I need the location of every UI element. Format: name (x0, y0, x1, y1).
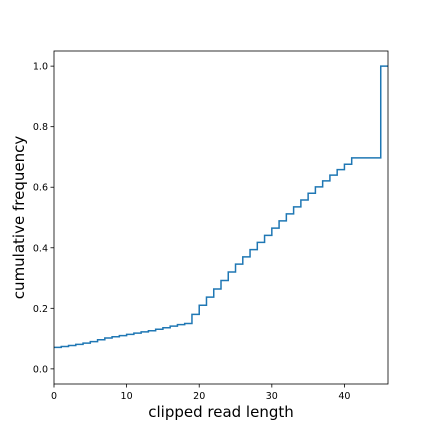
y-tick-label: 0.0 (33, 364, 48, 375)
y-tick-label: 0.6 (33, 183, 48, 194)
y-axis-label: cumulative frequency (10, 136, 28, 300)
cumulative-step-line (54, 65, 388, 349)
x-tick-label: 30 (266, 391, 278, 402)
y-tick-label: 1.0 (33, 62, 48, 73)
plot-background (54, 51, 388, 384)
y-axis-ticks: 0.0 0.2 0.4 0.6 0.8 1.0 (33, 62, 54, 375)
y-tick-label: 0.2 (33, 304, 48, 315)
x-tick-label: 40 (338, 391, 350, 402)
x-tick-label: 0 (51, 391, 57, 402)
y-tick-label: 0.4 (33, 243, 48, 254)
y-tick-label: 0.8 (33, 122, 48, 133)
x-tick-label: 20 (193, 391, 205, 402)
x-axis-label: clipped read length (148, 403, 294, 421)
plot-frame (53, 50, 389, 385)
x-axis-ticks: 0 10 20 30 40 (51, 384, 350, 402)
x-tick-label: 10 (121, 391, 133, 402)
